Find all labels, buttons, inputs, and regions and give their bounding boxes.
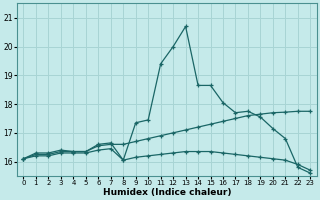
X-axis label: Humidex (Indice chaleur): Humidex (Indice chaleur)	[103, 188, 231, 197]
